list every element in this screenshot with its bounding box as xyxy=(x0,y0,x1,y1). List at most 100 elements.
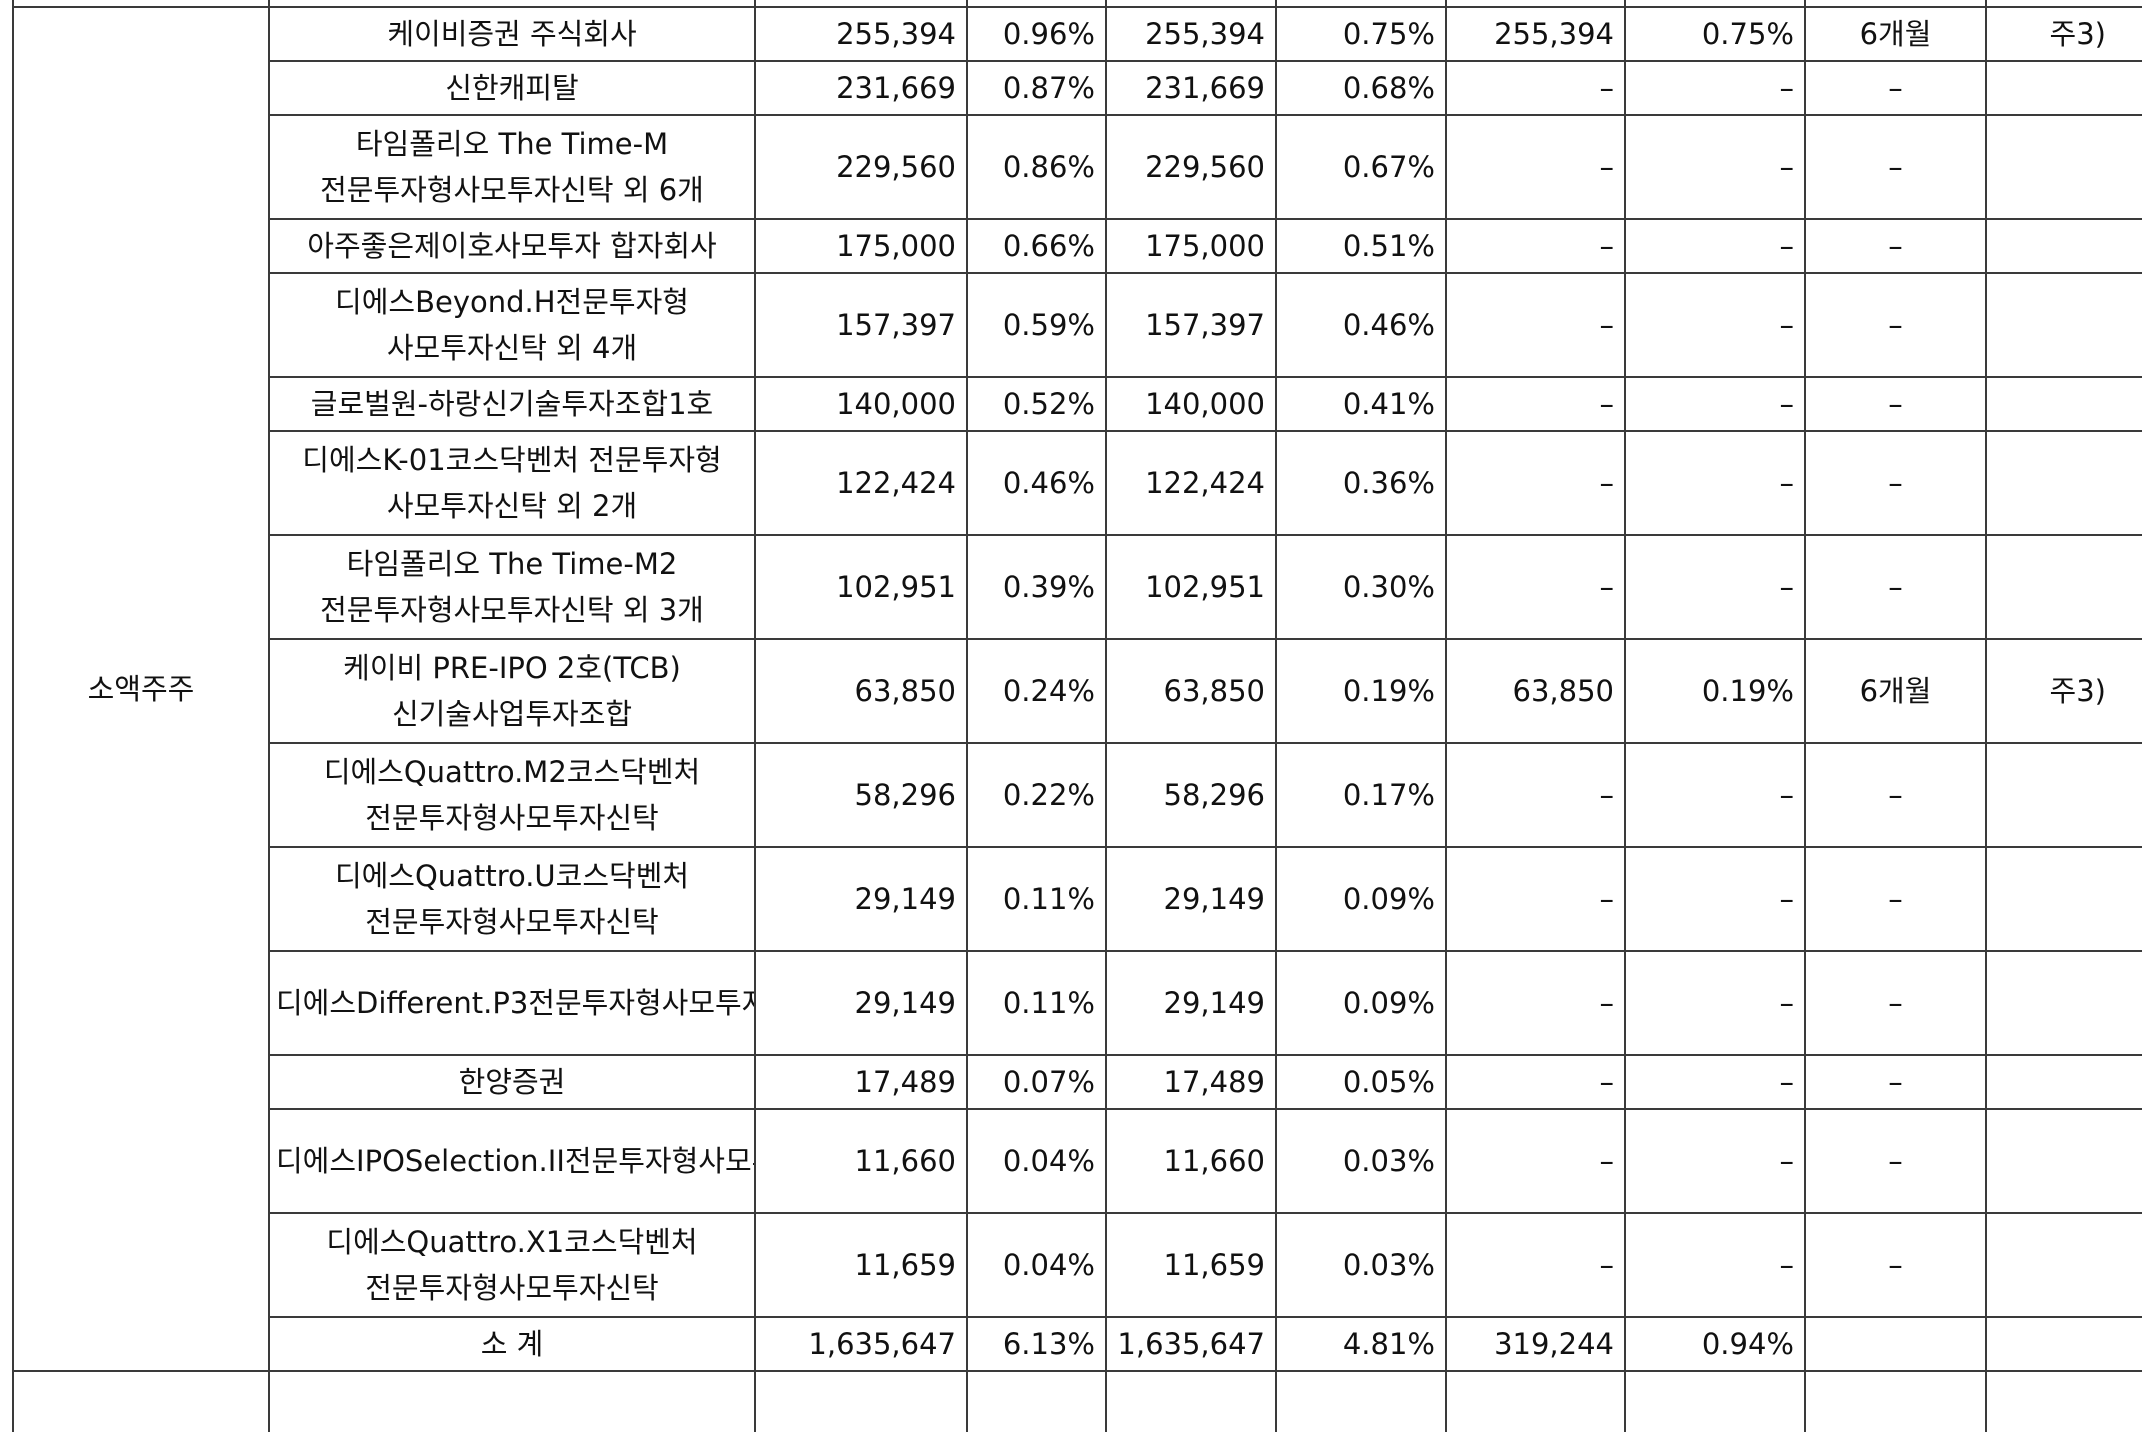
lockup-ratio: – xyxy=(1624,430,1806,536)
shares-after: 255,394 xyxy=(1105,6,1277,62)
lockup-shares: – xyxy=(1445,534,1626,640)
shareholder-name: 타임폴리오 The Time-M2 전문투자형사모투자신탁 외 3개 xyxy=(268,534,756,640)
ratio-after: 0.30% xyxy=(1275,534,1447,640)
table-row: 타임폴리오 The Time-M 전문투자형사모투자신탁 외 6개 229,560… xyxy=(13,114,2142,220)
table-row: 소액주주 케이비증권 주식회사 255,394 0.96% 255,394 0.75% 25… xyxy=(12,6,2142,1371)
lockup-period: – xyxy=(1804,272,1987,378)
ratio-after: 0.09% xyxy=(1275,950,1447,1056)
shareholder-name: 디에스Beyond.H전문투자형 사모투자신탁 외 4개 xyxy=(268,272,756,378)
lockup-shares: 255,394 xyxy=(1445,6,1626,62)
note xyxy=(1985,1212,2142,1318)
lockup-period: – xyxy=(1804,1212,1987,1318)
subtotal-label: 소 계 xyxy=(268,1316,756,1372)
shareholder-name: 케이비증권 주식회사 xyxy=(268,6,756,62)
ratio-before: 0.39% xyxy=(966,534,1107,640)
shares-before: 140,000 xyxy=(754,376,968,432)
shares-before: 229,560 xyxy=(754,114,968,220)
note xyxy=(1985,846,2142,952)
lockup-shares: – xyxy=(1445,376,1626,432)
lockup-ratio: – xyxy=(1624,218,1806,274)
lockup-ratio: – xyxy=(1624,1054,1806,1110)
lockup-period: – xyxy=(1804,114,1987,220)
ratio-after: 0.17% xyxy=(1275,742,1447,848)
lockup-period: – xyxy=(1804,534,1987,640)
table-row: 디에스IPOSelection.II전문투자형사모투자신탁 11,6600.04%… xyxy=(13,1108,2142,1214)
lockup-period: – xyxy=(1804,376,1987,432)
shareholder-name: 디에스Quattro.M2코스닥벤처 전문투자형사모투자신탁 xyxy=(268,742,756,848)
ratio-after: 0.67% xyxy=(1275,114,1447,220)
note xyxy=(1985,1108,2142,1214)
shareholder-name: 아주좋은제이호사모투자 합자회사 xyxy=(268,218,756,274)
group-cell-continuation xyxy=(12,0,270,7)
shares-before: 17,489 xyxy=(754,1054,968,1110)
lockup-period: – xyxy=(1804,846,1987,952)
lockup-period: 6개월 xyxy=(1804,6,1987,62)
lockup-ratio: – xyxy=(1624,272,1806,378)
note xyxy=(1985,272,2142,378)
shares-after: 11,660 xyxy=(1105,1108,1277,1214)
table-row: 한양증권 17,489 0.07% 17,489 0.05% – – – xyxy=(13,1054,2142,1110)
ratio-before: 0.04% xyxy=(966,1108,1107,1214)
note: 주3) xyxy=(1985,638,2142,744)
shares-before: 29,149 xyxy=(754,846,968,952)
shares-after: 17,489 xyxy=(1105,1054,1277,1110)
shareholder-name: 디에스Quattro.X1코스닥벤처 전문투자형사모투자신탁 xyxy=(268,1212,756,1318)
lockup-shares: – xyxy=(1445,1108,1626,1214)
table-row: 디에스Quattro.U코스닥벤처 전문투자형사모투자신탁 29,149 0.11%… xyxy=(13,846,2142,952)
subtotal-ratio-after: 4.81% xyxy=(1275,1316,1447,1372)
shareholder-name: 한양증권 xyxy=(268,1054,756,1110)
shareholder-name: 디에스Different.P3전문투자형사모투자신탁 xyxy=(268,950,756,1056)
ratio-before: 0.46% xyxy=(966,430,1107,536)
lockup-shares: – xyxy=(1445,114,1626,220)
note xyxy=(1985,950,2142,1056)
ratio-after: 0.68% xyxy=(1275,60,1447,116)
lockup-shares: 63,850 xyxy=(1445,638,1626,744)
lockup-ratio: 0.75% xyxy=(1624,6,1806,62)
lockup-ratio: 0.19% xyxy=(1624,638,1806,744)
lockup-ratio: – xyxy=(1624,1212,1806,1318)
lockup-period: – xyxy=(1804,60,1987,116)
note xyxy=(1985,114,2142,220)
table-row: 타임폴리오 The Time-M2 전문투자형사모투자신탁 외 3개 102,95… xyxy=(13,534,2142,640)
shares-after: 122,424 xyxy=(1105,430,1277,536)
ratio-before: 0.04% xyxy=(966,1212,1107,1318)
ratio-before: 0.96% xyxy=(966,6,1107,62)
shareholder-name: 디에스IPOSelection.II전문투자형사모투자신탁 xyxy=(268,1108,756,1214)
shares-before: 29,149 xyxy=(754,950,968,1056)
lockup-ratio: – xyxy=(1624,60,1806,116)
table-row: 디에스K-01코스닥벤처 전문투자형 사모투자신탁 외 2개 122,424 0.4… xyxy=(13,430,2142,536)
shareholder-name: 케이비 PRE-IPO 2호(TCB) 신기술사업투자조합 xyxy=(268,638,756,744)
shares-after: 58,296 xyxy=(1105,742,1277,848)
shareholder-name: 타임폴리오 The Time-M 전문투자형사모투자신탁 외 6개 xyxy=(268,114,756,220)
shares-before: 157,397 xyxy=(754,272,968,378)
lockup-ratio: – xyxy=(1624,950,1806,1056)
shareholder-name: 글로벌원-하랑신기술투자조합1호 xyxy=(268,376,756,432)
ratio-after: 0.19% xyxy=(1275,638,1447,744)
lockup-ratio: – xyxy=(1624,742,1806,848)
ratio-before: 0.24% xyxy=(966,638,1107,744)
lockup-ratio: – xyxy=(1624,1108,1806,1214)
shares-before: 255,394 xyxy=(754,6,968,62)
lockup-ratio: – xyxy=(1624,846,1806,952)
ratio-after: 0.51% xyxy=(1275,218,1447,274)
note xyxy=(1985,218,2142,274)
note: 주3) xyxy=(1985,6,2142,62)
lockup-shares: – xyxy=(1445,272,1626,378)
ratio-after: 0.46% xyxy=(1275,272,1447,378)
ratio-after: 0.41% xyxy=(1275,376,1447,432)
shares-before: 102,951 xyxy=(754,534,968,640)
lockup-period: – xyxy=(1804,1054,1987,1110)
shares-before: 122,424 xyxy=(754,430,968,536)
ratio-before: 0.07% xyxy=(966,1054,1107,1110)
shares-after: 29,149 xyxy=(1105,846,1277,952)
shares-after: 29,149 xyxy=(1105,950,1277,1056)
shares-before: 175,000 xyxy=(754,218,968,274)
lockup-shares: – xyxy=(1445,218,1626,274)
lockup-shares: – xyxy=(1445,846,1626,952)
shareholder-name: 디에스K-01코스닥벤처 전문투자형 사모투자신탁 외 2개 xyxy=(268,430,756,536)
table-row: 글로벌원-하랑신기술투자조합1호 140,000 0.52% 140,000 0.41%… xyxy=(13,376,2142,432)
lockup-ratio: – xyxy=(1624,534,1806,640)
subtotal-ratio-before: 6.13% xyxy=(966,1316,1107,1372)
note xyxy=(1985,430,2142,536)
subtotal-lockup-shares: 319,244 xyxy=(1445,1316,1626,1372)
